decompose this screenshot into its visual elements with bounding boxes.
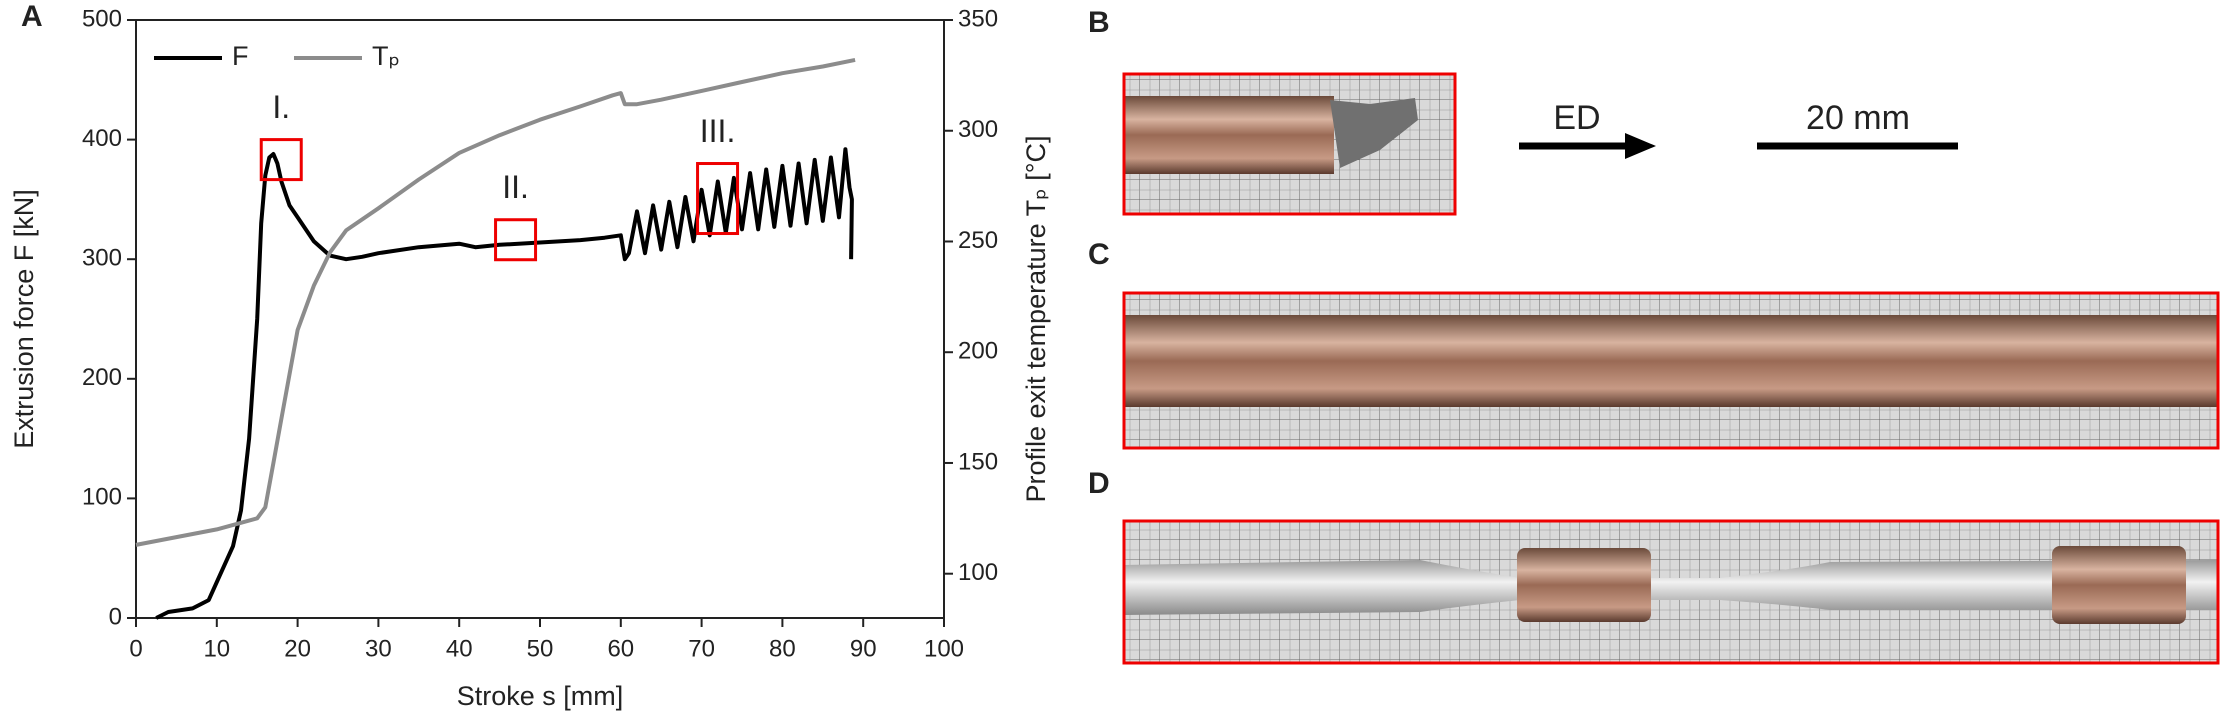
y2-tick-label: 300 — [958, 116, 998, 143]
photo-panels: B C D ED 20 mm — [1088, 6, 2220, 665]
annotation-label: I. — [272, 89, 290, 125]
x-tick-label: 20 — [284, 635, 311, 662]
y2-tick-label: 150 — [958, 448, 998, 475]
x-tick-label: 10 — [203, 635, 230, 662]
y-tick-label: 400 — [82, 125, 122, 152]
x-tick-label: 70 — [688, 635, 715, 662]
panel-label: C — [1088, 238, 1110, 271]
x-tick-label: 80 — [769, 635, 796, 662]
x-axis-title: Stroke s [mm] — [457, 681, 624, 711]
x-tick-label: 50 — [527, 635, 554, 662]
x-tick-label: 60 — [607, 635, 634, 662]
y-tick-label: 300 — [82, 245, 122, 272]
direction-label: ED — [1553, 99, 1600, 137]
annotation-label: II. — [502, 169, 529, 205]
y2-tick-label: 200 — [958, 338, 998, 365]
x-tick-label: 90 — [850, 635, 877, 662]
y2-tick-label: 100 — [958, 559, 998, 586]
photo-b — [1122, 72, 1457, 216]
y-tick-label: 0 — [109, 603, 122, 630]
x-tick-label: 100 — [924, 635, 964, 662]
legend-label: Tₚ — [372, 41, 400, 71]
y-tick-label: 100 — [82, 484, 122, 511]
y2-axis-title: Profile exit temperature Tₚ [°C] — [1021, 136, 1051, 503]
y2-tick-label: 350 — [958, 5, 998, 32]
scale-bar-label: 20 mm — [1806, 99, 1910, 137]
x-tick-label: 40 — [446, 635, 473, 662]
series-line — [155, 147, 854, 620]
y-tick-label: 500 — [82, 5, 122, 32]
panel-label: D — [1088, 467, 1110, 500]
annotation-box — [259, 138, 303, 182]
annotation-label: III. — [700, 113, 736, 149]
series-line — [135, 57, 856, 547]
y-tick-label: 200 — [82, 364, 122, 391]
photo-d — [1122, 519, 2220, 665]
x-tick-label: 0 — [129, 635, 142, 662]
photo-c — [1122, 291, 2220, 450]
panel-label: A — [21, 0, 43, 33]
legend-label: F — [232, 41, 249, 71]
panel-label: B — [1088, 6, 1110, 39]
y-axis-title: Extrusion force F [kN] — [9, 189, 39, 449]
x-tick-label: 30 — [365, 635, 392, 662]
annotation-box — [696, 162, 740, 236]
annotation-box — [494, 218, 538, 262]
y2-tick-label: 250 — [958, 227, 998, 254]
